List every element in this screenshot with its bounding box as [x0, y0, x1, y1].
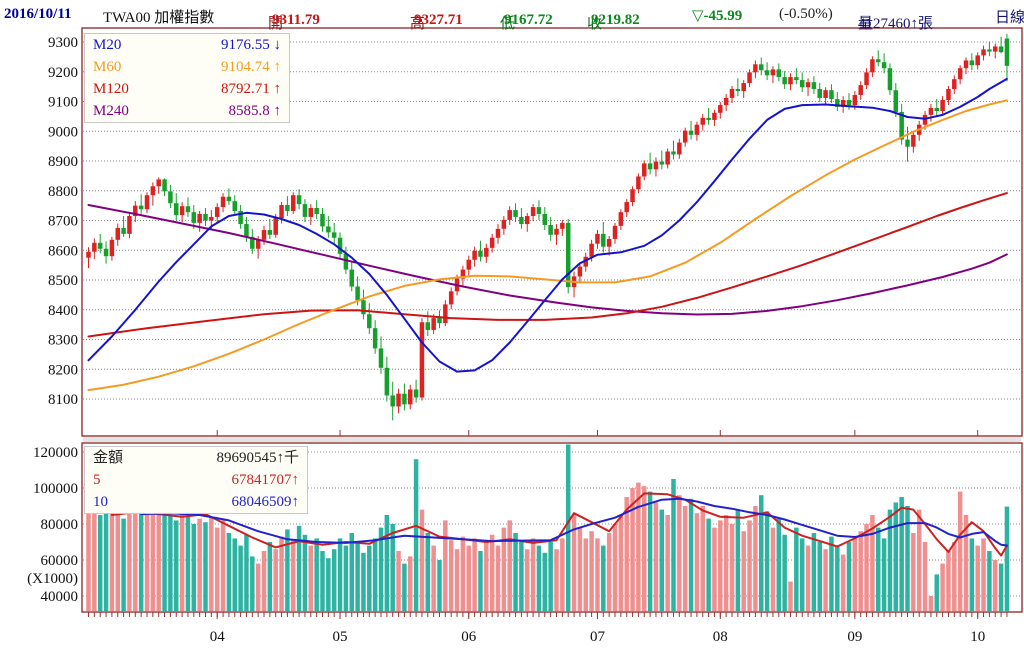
svg-text:10: 10 — [970, 629, 985, 645]
vma10-value: 68046509↑ — [231, 494, 300, 510]
m120-label: M120 — [93, 81, 129, 97]
legend-row-vma5: 5 67841707↑ — [85, 469, 307, 491]
amount-label: 金額 — [93, 450, 124, 466]
high-value: 9327.71 — [414, 12, 463, 28]
legend-row-m20: M20 9176.55 ↓ — [85, 34, 289, 56]
period-selector[interactable]: 日線 — [995, 10, 1024, 26]
svg-text:8500: 8500 — [48, 273, 78, 289]
m20-label: M20 — [93, 37, 122, 53]
volume-ma-lines — [110, 492, 1008, 557]
volume-bars — [86, 444, 1010, 611]
change-value: ▽-45.99 — [692, 8, 743, 24]
svg-text:(X1000): (X1000) — [27, 571, 78, 587]
low-label: 低 — [500, 16, 516, 32]
ma-lines — [87, 77, 1008, 392]
svg-text:8200: 8200 — [48, 362, 78, 378]
legend-row-m60: M60 9104.74 ↑ — [85, 56, 289, 78]
change-percent: (-0.50%) — [779, 6, 833, 22]
date-label: 2016/10/11 — [4, 6, 72, 22]
svg-text:9200: 9200 — [48, 65, 78, 81]
instrument-title: TWA00 加權指數 — [103, 10, 215, 26]
ma20-line — [87, 77, 1008, 373]
svg-text:8300: 8300 — [48, 333, 78, 349]
low-value: 9167.72 — [504, 12, 553, 28]
m60-value: 9104.74 ↑ — [221, 59, 281, 75]
close-label: 收 — [587, 16, 603, 32]
vma10-label: 10 — [93, 494, 108, 510]
svg-text:09: 09 — [847, 629, 862, 645]
svg-text:07: 07 — [590, 629, 606, 645]
svg-text:8600: 8600 — [48, 243, 78, 259]
svg-text:60000: 60000 — [41, 553, 79, 569]
close-value: 9219.82 — [591, 12, 640, 28]
m20-value: 9176.55 ↓ — [221, 37, 281, 53]
ma-legend-box: M20 9176.55 ↓ M60 9104.74 ↑ M120 8792.71… — [84, 33, 290, 123]
ma120-line — [87, 192, 1008, 338]
volume-value: 4127460↑張 — [858, 16, 934, 32]
svg-text:8700: 8700 — [48, 214, 78, 230]
volume-ma10-line — [140, 497, 1008, 547]
m120-value: 8792.71 ↑ — [221, 81, 281, 97]
svg-text:8100: 8100 — [48, 392, 78, 408]
candles — [86, 33, 1010, 421]
legend-row-amount: 金額 89690545↑千 — [85, 447, 307, 469]
ma60-line — [87, 99, 1008, 392]
m240-label: M240 — [93, 103, 129, 119]
ma240-line — [87, 204, 1008, 316]
axis-ticks — [88, 430, 1008, 619]
svg-text:04: 04 — [210, 629, 226, 645]
volume-axis-labels: 120000 100000 80000 60000 40000 (X1000) — [27, 445, 78, 605]
vma5-label: 5 — [93, 472, 101, 488]
m60-label: M60 — [93, 59, 122, 75]
svg-text:8800: 8800 — [48, 184, 78, 200]
header-bar: 2016/10/11 TWA00 加權指數 開 9311.79 高 9327.71 … — [0, 0, 1024, 32]
svg-text:100000: 100000 — [33, 481, 78, 497]
legend-row-m240: M240 8585.8 ↑ — [85, 100, 289, 122]
svg-text:9300: 9300 — [48, 35, 78, 51]
svg-text:06: 06 — [461, 629, 477, 645]
open-value: 9311.79 — [272, 12, 320, 28]
high-label: 高 — [410, 16, 426, 32]
month-axis-labels: 04 05 06 07 08 09 10 — [210, 629, 986, 645]
svg-text:08: 08 — [713, 629, 728, 645]
svg-text:80000: 80000 — [41, 517, 79, 533]
panel-borders — [81, 27, 1023, 613]
open-label: 開 — [268, 16, 284, 32]
legend-row-vma10: 10 68046509↑ — [85, 491, 307, 513]
m240-value: 8585.8 ↑ — [228, 103, 282, 119]
svg-text:8900: 8900 — [48, 154, 78, 170]
amount-value: 89690545↑千 — [216, 450, 299, 466]
svg-text:05: 05 — [333, 629, 348, 645]
svg-text:9100: 9100 — [48, 95, 78, 111]
svg-text:40000: 40000 — [41, 589, 79, 605]
svg-text:8400: 8400 — [48, 303, 78, 319]
volume-label: 量 — [858, 16, 874, 32]
legend-row-m120: M120 8792.71 ↑ — [85, 78, 289, 100]
price-axis-labels: 9300 9200 9100 9000 8900 8800 8700 8600 8500 8400… — [48, 35, 78, 408]
svg-text:9000: 9000 — [48, 124, 78, 140]
vma5-value: 67841707↑ — [231, 472, 300, 488]
svg-text:120000: 120000 — [33, 445, 78, 461]
volume-legend-box: 金額 89690545↑千 5 67841707↑ 10 68046509↑ — [84, 446, 308, 514]
